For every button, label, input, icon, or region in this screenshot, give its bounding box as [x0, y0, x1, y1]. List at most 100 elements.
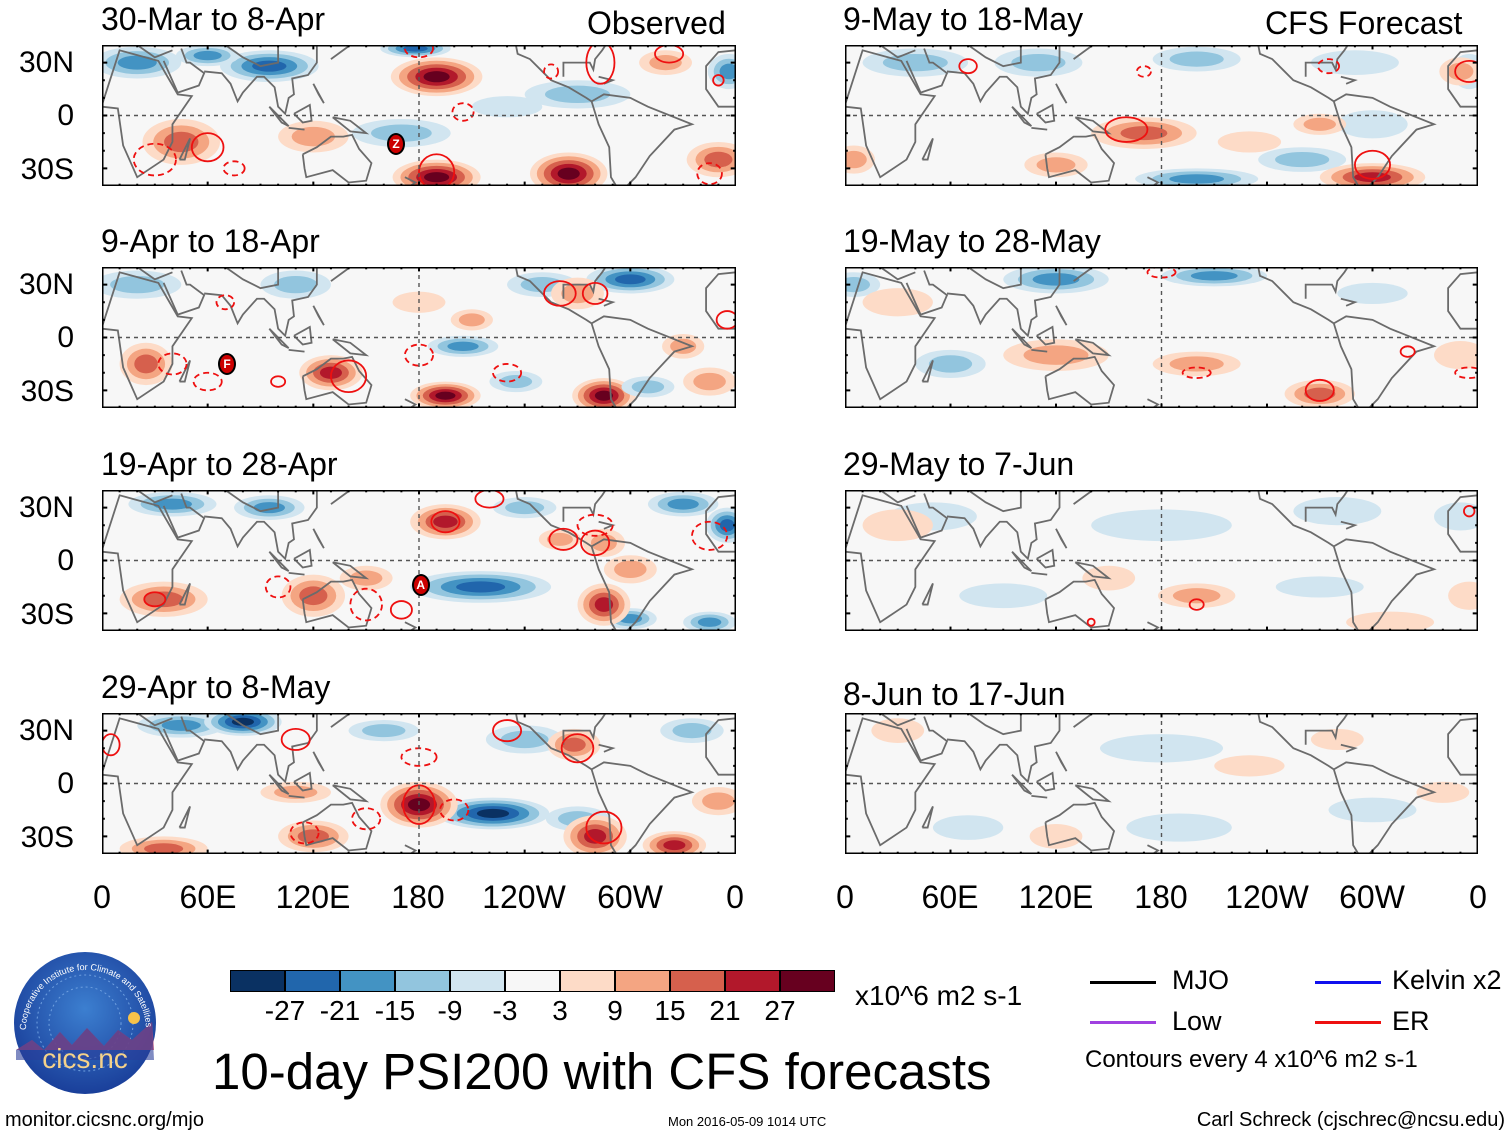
er-contour — [544, 64, 558, 78]
coastline — [1306, 713, 1348, 745]
anomaly-blob — [456, 581, 506, 593]
tropical-cyclone-marker: F — [218, 352, 237, 375]
coastline — [303, 803, 372, 851]
coastline — [516, 490, 592, 546]
er-contour — [350, 589, 382, 621]
coastline — [164, 49, 205, 93]
coastline — [592, 762, 692, 854]
panel-title: 30-Mar to 8-Apr — [101, 1, 326, 37]
legend-low-line — [1090, 1021, 1156, 1024]
coastline — [289, 350, 305, 352]
panel-title: 19-May to 28-May — [843, 223, 1101, 259]
er-contour — [493, 720, 521, 741]
er-contour — [493, 364, 521, 382]
anomaly-blob — [862, 288, 933, 317]
coastline — [947, 45, 1060, 114]
map-panel-observed-4 — [102, 713, 736, 854]
er-contour — [1318, 59, 1339, 73]
er-contour — [102, 734, 120, 755]
coastlines — [845, 267, 1478, 408]
coastline — [137, 267, 172, 279]
anomaly-blob — [1023, 345, 1089, 365]
lat-label: 30N — [18, 491, 74, 524]
anomaly-blob — [672, 723, 712, 739]
lon-label: 180 — [391, 879, 445, 915]
anomaly-blob — [447, 341, 479, 352]
anomaly-blob — [1304, 387, 1336, 401]
coastline — [880, 267, 915, 279]
anomaly-blob — [704, 151, 733, 168]
anomaly-blob — [663, 840, 686, 851]
anomaly-blob — [1310, 728, 1364, 751]
anomaly-blob — [697, 617, 722, 627]
cfs-forecast-header: CFS Forecast — [1265, 5, 1463, 41]
er-contour — [271, 376, 285, 387]
map-panel-forecast-2 — [845, 267, 1478, 408]
main-title: 10-day PSI200 with CFS forecasts — [212, 1043, 992, 1100]
anomaly-blob — [719, 519, 735, 532]
colorbar-label: 27 — [764, 995, 796, 1026]
anomaly-blob — [1032, 273, 1080, 286]
panel-title: 29-May to 7-Jun — [843, 446, 1075, 482]
lat-label: 0 — [57, 99, 74, 132]
coastline — [164, 271, 205, 315]
colorbar-label: -27 — [264, 995, 306, 1026]
anomaly-blob — [562, 737, 586, 752]
coastline — [1341, 522, 1355, 529]
anomaly-blob — [932, 815, 1004, 840]
er-contour — [134, 144, 176, 176]
panel-title: 29-Apr to 8-May — [101, 669, 331, 705]
coastline — [164, 494, 205, 538]
anomaly-blob — [845, 277, 871, 293]
coastline — [1334, 539, 1434, 631]
coastline — [331, 713, 350, 727]
coastline — [333, 339, 366, 355]
coastline — [294, 773, 312, 791]
er-contour — [586, 812, 621, 844]
lat-label: 30S — [20, 375, 74, 408]
legend-er-label: ER — [1392, 1006, 1430, 1036]
lon-label: 0 — [1469, 879, 1487, 915]
coastline — [225, 713, 278, 734]
legend-er-line — [1315, 1021, 1381, 1024]
coastline — [313, 752, 324, 771]
anomaly-blob — [500, 730, 549, 749]
colorbar-swatch — [450, 970, 505, 992]
coastline — [1258, 45, 1334, 101]
coastline — [968, 45, 1021, 66]
coastline — [1334, 316, 1434, 408]
coastline — [1341, 77, 1355, 84]
coastline — [968, 713, 1021, 734]
coastline — [102, 718, 192, 845]
coastline — [845, 718, 935, 845]
anomaly-blob — [423, 71, 450, 83]
coastline — [1074, 490, 1093, 504]
anomaly-blob — [1190, 271, 1238, 281]
coastline — [1448, 272, 1478, 328]
anomaly-blob — [1120, 126, 1168, 141]
coastline — [1012, 552, 1031, 571]
coastline — [1037, 327, 1055, 345]
anomaly-blob — [1275, 151, 1330, 168]
map-panel-forecast-3 — [845, 490, 1478, 631]
anomaly-blob — [117, 55, 157, 70]
anomaly-blob — [1337, 110, 1408, 139]
footer-url[interactable]: monitor.cicsnc.org/mjo — [5, 1109, 204, 1131]
panel-title: 19-Apr to 28-Apr — [101, 446, 338, 482]
coastline — [1012, 329, 1031, 348]
anomaly-blob — [1337, 282, 1408, 305]
coastline — [922, 360, 933, 381]
colorbar-label: -21 — [319, 995, 361, 1026]
coastline — [706, 272, 736, 328]
lon-label: 0 — [93, 879, 111, 915]
er-contour — [655, 45, 683, 63]
anomaly-blob — [702, 792, 735, 810]
coastline — [947, 267, 1060, 336]
coastline — [1334, 762, 1434, 854]
er-contour — [586, 45, 614, 84]
panel-title: 9-May to 18-May — [843, 1, 1084, 37]
coastline — [179, 138, 190, 159]
coastline — [1012, 107, 1031, 126]
anomaly-blob — [1169, 51, 1224, 67]
coastline — [269, 775, 288, 794]
